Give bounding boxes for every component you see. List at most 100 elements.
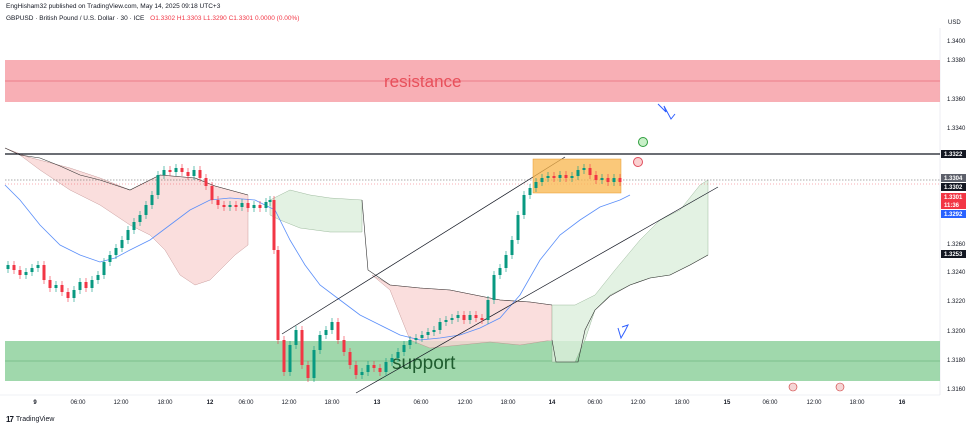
candle-body [150,195,154,205]
instrument-line: GBPUSD · British Pound / U.S. Dollar · 3… [6,15,299,22]
y-tick-label: 1.3200 [947,329,966,335]
x-tick-label: 18:00 [849,400,865,406]
candle-body [426,332,430,335]
candle-body [108,255,112,262]
candle-body [432,330,436,332]
resistance-label: resistance [384,72,461,91]
x-tick-label: 9 [33,400,37,406]
candle-body [156,175,160,195]
candle-body [474,315,478,318]
candle-body [84,282,88,288]
x-tick-label: 18:00 [324,400,340,406]
x-tick-label: 18:00 [674,400,690,406]
cloud-green-2 [551,179,709,363]
green-circle-marker[interactable] [638,137,648,147]
y-tick-label: 1.3400 [947,39,966,45]
x-tick-label: 15 [724,400,731,406]
candle-body [276,250,280,340]
candle-body [36,265,40,268]
channel-lower-line[interactable] [355,186,719,394]
candle-body [162,170,166,175]
candle-body [272,200,276,250]
x-tick-label: 06:00 [587,400,603,406]
cloud-line-upper [4,147,249,196]
x-tick-label: 12 [207,400,214,406]
candle-body [204,178,208,186]
candle-body [228,205,232,207]
channel-upper-line[interactable] [281,156,566,335]
cloud-line-2 [361,199,553,306]
candle-body [582,168,586,170]
moving-average-line [4,184,631,341]
price-tag [941,150,966,158]
x-tick-label: 12:00 [806,400,822,406]
arrow-up-annotation[interactable] [617,324,629,340]
candle-body [312,350,316,378]
x-tick-label: 06:00 [238,400,254,406]
candle-body [192,170,196,176]
candle-body [516,215,520,240]
price-tag [941,183,966,191]
candle-body [54,285,58,288]
candle-body [564,175,568,178]
price-tag-label: 11:36 [944,203,960,209]
candle-body [78,282,82,290]
candle-body [198,170,202,178]
candle-body [438,322,442,330]
y-tick-label: 1.3220 [947,299,966,305]
y-tick-label: 1.3160 [947,387,966,393]
candle-body [120,240,124,248]
candle-body [48,280,52,288]
candle-body [408,340,412,345]
candle-body [126,230,130,240]
candle-body [372,365,376,368]
candle-body [378,368,382,372]
x-tick-label: 06:00 [70,400,86,406]
candle-body [618,178,622,182]
cloud-red-1 [4,147,249,286]
candle-body [168,170,172,172]
candle-body [606,178,610,182]
candle-body [450,318,454,320]
candle-body [540,178,544,182]
x-tick-label: 14 [549,400,556,406]
candle-body [366,365,370,372]
instrument-name[interactable]: GBPUSD · British Pound / U.S. Dollar · 3… [6,15,145,22]
y-tick-label: 1.3180 [947,358,966,364]
cloud-green-1 [269,189,363,233]
time-axis[interactable]: 9 06:00 12:00 18:00 12 06:00 12:00 18:00 13 06:00… [33,400,906,406]
x-tick-label: 06:00 [413,400,429,406]
y-tick-label: 1.3240 [947,270,966,276]
candle-body [444,320,448,322]
publisher-line: EngHisham32 published on TradingView.com… [6,3,221,10]
x-tick-label: 12:00 [457,400,473,406]
candle-body [348,352,352,365]
candle-body [354,365,358,375]
price-tag-label: 1.3322 [944,152,963,158]
candle-body [240,203,244,207]
price-tag [941,174,966,182]
us-event-icon[interactable] [835,382,845,392]
price-axis[interactable]: 1.3400 1.3380 1.3360 1.3340 1.3260 1.3240 1.32… [947,39,966,393]
candle-body [6,265,10,269]
candle-body [468,315,472,320]
price-tag [941,193,966,201]
candle-body [462,315,466,320]
candle-body [96,275,100,280]
candle-body [306,365,310,378]
candle-body [330,322,334,330]
candle-body [186,172,190,176]
uk-event-icon[interactable] [788,382,798,392]
candle-body [396,352,400,358]
x-tick-label: 18:00 [500,400,516,406]
price-tag-label: 1.3301 [944,195,963,201]
candle-body [66,292,70,298]
arrow-down-annotation[interactable] [657,103,676,120]
y-tick-label: 1.3380 [947,58,966,64]
candle-body [480,318,484,320]
candle-body [420,335,424,338]
candle-body [282,340,286,372]
red-circle-marker[interactable] [633,157,643,167]
price-tags: 1.3322 1.3304 1.3302 1.3301 11:36 1.3292 1.325… [941,150,966,258]
